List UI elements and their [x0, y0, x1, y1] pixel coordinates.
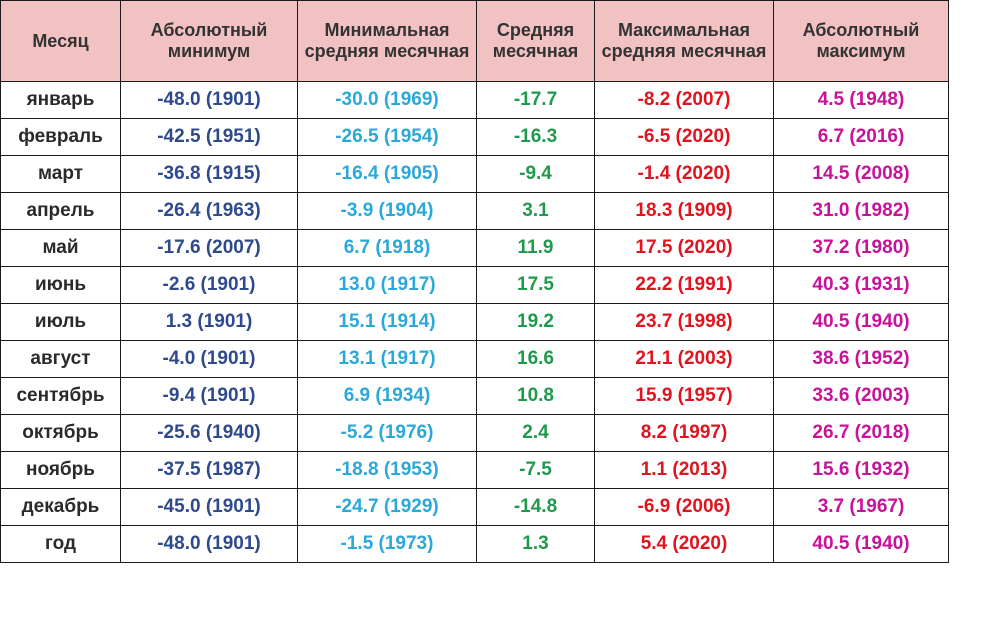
climate-table: Месяц Абсолютный минимум Минимальная средн…	[0, 0, 949, 563]
cell-month: декабрь	[0, 488, 121, 526]
cell-abs-max: 15.6 (1932)	[773, 451, 949, 489]
cell-max-avg: -6.5 (2020)	[594, 118, 774, 156]
cell-avg: 3.1	[476, 192, 595, 230]
cell-abs-max: 3.7 (1967)	[773, 488, 949, 526]
table-row: август -4.0 (1901) 13.1 (1917) 16.6 21.1 (20…	[0, 340, 949, 378]
cell-avg: 2.4	[476, 414, 595, 452]
cell-max-avg: 17.5 (2020)	[594, 229, 774, 267]
table-row: январь -48.0 (1901) -30.0 (1969) -17.7 -8.2 …	[0, 81, 949, 119]
cell-month: август	[0, 340, 121, 378]
cell-avg: 17.5	[476, 266, 595, 304]
cell-avg: -7.5	[476, 451, 595, 489]
cell-max-avg: 23.7 (1998)	[594, 303, 774, 341]
cell-max-avg: 8.2 (1997)	[594, 414, 774, 452]
cell-min-avg: 13.1 (1917)	[297, 340, 477, 378]
cell-abs-max: 6.7 (2016)	[773, 118, 949, 156]
cell-abs-min: -48.0 (1901)	[120, 525, 298, 563]
cell-avg: -16.3	[476, 118, 595, 156]
cell-abs-min: -17.6 (2007)	[120, 229, 298, 267]
cell-avg: -9.4	[476, 155, 595, 193]
cell-max-avg: -1.4 (2020)	[594, 155, 774, 193]
cell-max-avg: 22.2 (1991)	[594, 266, 774, 304]
cell-abs-max: 40.5 (1940)	[773, 303, 949, 341]
cell-abs-min: -25.6 (1940)	[120, 414, 298, 452]
cell-min-avg: -24.7 (1929)	[297, 488, 477, 526]
table-row: июнь -2.6 (1901) 13.0 (1917) 17.5 22.2 (1991…	[0, 266, 949, 304]
cell-abs-min: -26.4 (1963)	[120, 192, 298, 230]
cell-min-avg: -5.2 (1976)	[297, 414, 477, 452]
cell-max-avg: 1.1 (2013)	[594, 451, 774, 489]
cell-month: апрель	[0, 192, 121, 230]
table-row: сентябрь -9.4 (1901) 6.9 (1934) 10.8 15.9 (1…	[0, 377, 949, 415]
header-abs-max: Абсолютный максимум	[773, 0, 949, 82]
cell-avg: 10.8	[476, 377, 595, 415]
cell-max-avg: -8.2 (2007)	[594, 81, 774, 119]
cell-month: февраль	[0, 118, 121, 156]
cell-min-avg: -1.5 (1973)	[297, 525, 477, 563]
cell-max-avg: 21.1 (2003)	[594, 340, 774, 378]
cell-abs-min: -4.0 (1901)	[120, 340, 298, 378]
table-row: июль 1.3 (1901) 15.1 (1914) 19.2 23.7 (1998)…	[0, 303, 949, 341]
cell-min-avg: 15.1 (1914)	[297, 303, 477, 341]
cell-abs-min: 1.3 (1901)	[120, 303, 298, 341]
cell-abs-min: -42.5 (1951)	[120, 118, 298, 156]
cell-avg: -17.7	[476, 81, 595, 119]
cell-month: июль	[0, 303, 121, 341]
table-row: ноябрь -37.5 (1987) -18.8 (1953) -7.5 1.1 (2…	[0, 451, 949, 489]
cell-min-avg: -16.4 (1905)	[297, 155, 477, 193]
header-abs-min: Абсолютный минимум	[120, 0, 298, 82]
cell-month: июнь	[0, 266, 121, 304]
cell-abs-min: -37.5 (1987)	[120, 451, 298, 489]
cell-abs-max: 26.7 (2018)	[773, 414, 949, 452]
cell-min-avg: 6.7 (1918)	[297, 229, 477, 267]
cell-abs-max: 31.0 (1982)	[773, 192, 949, 230]
table-row: март -36.8 (1915) -16.4 (1905) -9.4 -1.4 (20…	[0, 155, 949, 193]
cell-abs-max: 4.5 (1948)	[773, 81, 949, 119]
cell-abs-max: 37.2 (1980)	[773, 229, 949, 267]
cell-abs-max: 33.6 (2003)	[773, 377, 949, 415]
cell-min-avg: 6.9 (1934)	[297, 377, 477, 415]
cell-abs-min: -45.0 (1901)	[120, 488, 298, 526]
table-row: февраль -42.5 (1951) -26.5 (1954) -16.3 -6.5…	[0, 118, 949, 156]
cell-max-avg: -6.9 (2006)	[594, 488, 774, 526]
header-max-avg: Максимальная средняя месячная	[594, 0, 774, 82]
cell-min-avg: -3.9 (1904)	[297, 192, 477, 230]
cell-avg: 19.2	[476, 303, 595, 341]
cell-month: январь	[0, 81, 121, 119]
table-row: май -17.6 (2007) 6.7 (1918) 11.9 17.5 (2020)…	[0, 229, 949, 267]
cell-avg: 11.9	[476, 229, 595, 267]
table-row: год -48.0 (1901) -1.5 (1973) 1.3 5.4 (2020) 4…	[0, 525, 949, 563]
cell-abs-max: 40.5 (1940)	[773, 525, 949, 563]
cell-max-avg: 5.4 (2020)	[594, 525, 774, 563]
cell-avg: 1.3	[476, 525, 595, 563]
cell-min-avg: -30.0 (1969)	[297, 81, 477, 119]
header-row: Месяц Абсолютный минимум Минимальная средн…	[0, 0, 949, 82]
table-row: декабрь -45.0 (1901) -24.7 (1929) -14.8 -6.9…	[0, 488, 949, 526]
cell-month: ноябрь	[0, 451, 121, 489]
cell-abs-min: -2.6 (1901)	[120, 266, 298, 304]
cell-abs-min: -36.8 (1915)	[120, 155, 298, 193]
cell-max-avg: 18.3 (1909)	[594, 192, 774, 230]
cell-min-avg: 13.0 (1917)	[297, 266, 477, 304]
cell-min-avg: -26.5 (1954)	[297, 118, 477, 156]
cell-abs-max: 38.6 (1952)	[773, 340, 949, 378]
table-row: октябрь -25.6 (1940) -5.2 (1976) 2.4 8.2 (19…	[0, 414, 949, 452]
table-row: апрель -26.4 (1963) -3.9 (1904) 3.1 18.3 (19…	[0, 192, 949, 230]
cell-abs-max: 40.3 (1931)	[773, 266, 949, 304]
cell-month: октябрь	[0, 414, 121, 452]
header-avg: Средняя месячная	[476, 0, 595, 82]
cell-max-avg: 15.9 (1957)	[594, 377, 774, 415]
cell-month: март	[0, 155, 121, 193]
header-month: Месяц	[0, 0, 121, 82]
cell-avg: 16.6	[476, 340, 595, 378]
cell-abs-min: -9.4 (1901)	[120, 377, 298, 415]
cell-avg: -14.8	[476, 488, 595, 526]
cell-min-avg: -18.8 (1953)	[297, 451, 477, 489]
header-min-avg: Минимальная средняя месячная	[297, 0, 477, 82]
cell-abs-min: -48.0 (1901)	[120, 81, 298, 119]
cell-month: год	[0, 525, 121, 563]
cell-month: май	[0, 229, 121, 267]
cell-abs-max: 14.5 (2008)	[773, 155, 949, 193]
cell-month: сентябрь	[0, 377, 121, 415]
